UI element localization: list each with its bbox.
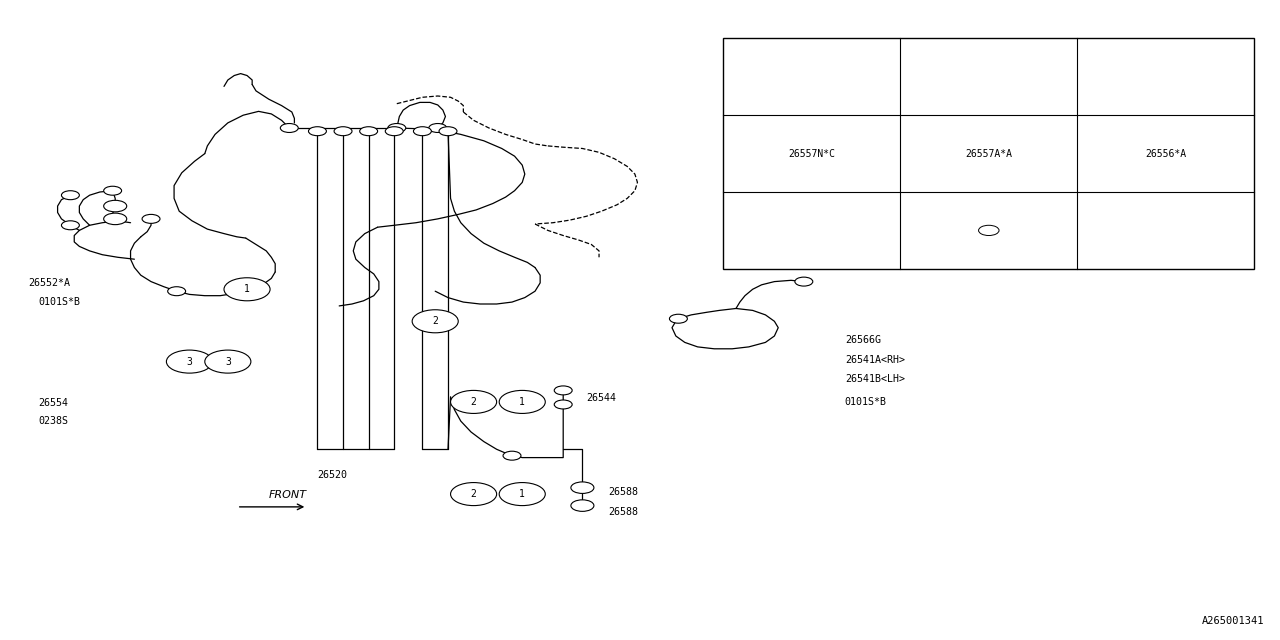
Circle shape <box>224 278 270 301</box>
Circle shape <box>388 124 406 132</box>
Circle shape <box>104 213 127 225</box>
Circle shape <box>1146 67 1187 87</box>
Text: 26520: 26520 <box>317 470 347 480</box>
Circle shape <box>795 277 813 286</box>
Text: 1: 1 <box>520 489 525 499</box>
Text: 2: 2 <box>986 72 992 82</box>
Text: A265001341: A265001341 <box>1202 616 1265 626</box>
Text: 2: 2 <box>471 397 476 407</box>
Circle shape <box>499 483 545 506</box>
Text: 26552*A: 26552*A <box>28 278 70 288</box>
Circle shape <box>166 350 212 373</box>
Circle shape <box>205 350 251 373</box>
Circle shape <box>360 127 378 136</box>
Circle shape <box>413 127 431 136</box>
Circle shape <box>104 186 122 195</box>
Text: 2: 2 <box>433 316 438 326</box>
Text: FRONT: FRONT <box>269 490 307 500</box>
Text: 26556*A: 26556*A <box>1146 148 1187 159</box>
Text: 1: 1 <box>809 72 815 82</box>
Circle shape <box>104 200 127 212</box>
Text: 0101S*B: 0101S*B <box>845 397 887 407</box>
Circle shape <box>142 214 160 223</box>
Text: 1: 1 <box>520 397 525 407</box>
Text: 26588: 26588 <box>608 486 637 497</box>
Circle shape <box>61 221 79 230</box>
Text: 0238S: 0238S <box>38 416 68 426</box>
Circle shape <box>168 287 186 296</box>
Bar <box>723 38 1254 269</box>
Circle shape <box>503 451 521 460</box>
Text: 26566G: 26566G <box>845 335 881 346</box>
Circle shape <box>280 124 298 132</box>
Circle shape <box>451 483 497 506</box>
Text: 26544: 26544 <box>586 393 616 403</box>
Circle shape <box>499 390 545 413</box>
Text: 2: 2 <box>471 489 476 499</box>
Circle shape <box>451 390 497 413</box>
Text: 26541B<LH>: 26541B<LH> <box>845 374 905 384</box>
Text: 3: 3 <box>1162 72 1169 82</box>
Text: 26554: 26554 <box>38 398 68 408</box>
Circle shape <box>571 500 594 511</box>
Circle shape <box>61 191 79 200</box>
Circle shape <box>968 67 1009 87</box>
Text: 3: 3 <box>187 356 192 367</box>
Text: 26557N*C: 26557N*C <box>788 148 836 159</box>
Text: 26557A*A: 26557A*A <box>965 148 1012 159</box>
Circle shape <box>429 124 447 132</box>
Circle shape <box>308 127 326 136</box>
Circle shape <box>571 482 594 493</box>
Circle shape <box>412 310 458 333</box>
Text: 26541A<RH>: 26541A<RH> <box>845 355 905 365</box>
Text: 3: 3 <box>225 356 230 367</box>
Circle shape <box>439 127 457 136</box>
Text: 0101S*B: 0101S*B <box>38 297 81 307</box>
Text: 1: 1 <box>244 284 250 294</box>
Circle shape <box>791 67 832 87</box>
Circle shape <box>554 400 572 409</box>
Text: 26588: 26588 <box>608 507 637 517</box>
Circle shape <box>334 127 352 136</box>
Circle shape <box>385 127 403 136</box>
Circle shape <box>669 314 687 323</box>
Circle shape <box>554 386 572 395</box>
